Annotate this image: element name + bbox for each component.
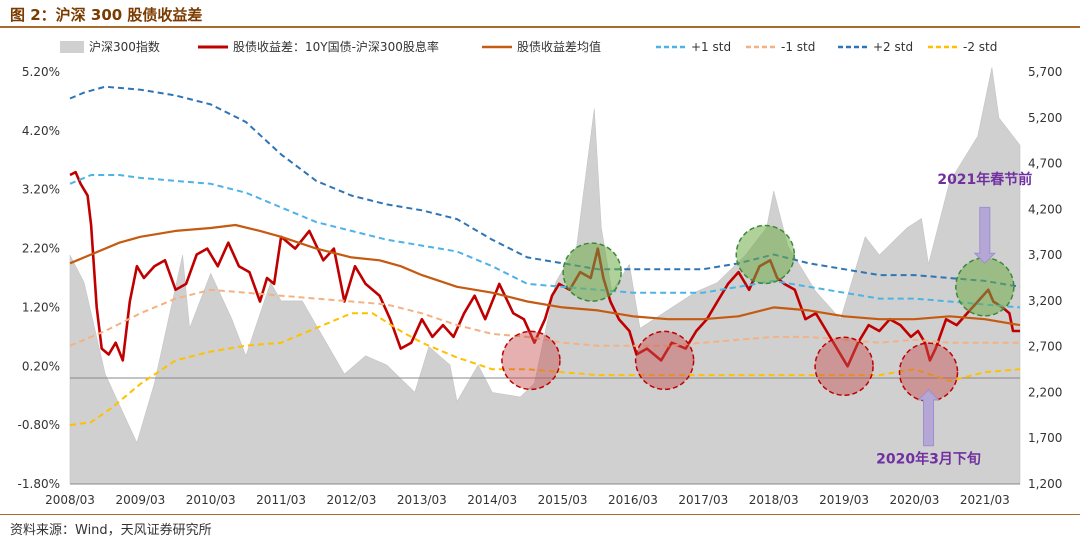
x-tick-label: 2019/03: [819, 493, 869, 507]
series-spread-line: [69, 170, 1020, 368]
red-highlight-circle-6: [898, 342, 959, 402]
x-tick-label: 2011/03: [256, 493, 306, 507]
x-tick-label: 2015/03: [538, 493, 588, 507]
y-left-tick-label: 5.20%: [22, 65, 60, 79]
red-highlight-circle-5: [814, 336, 874, 397]
x-tick-label: 2008/03: [45, 493, 95, 507]
legend-swatch-index: [60, 41, 84, 53]
green-highlight-circle-2: [955, 257, 1015, 317]
x-tick-label: 2009/03: [115, 493, 165, 507]
y-left-tick-label: 2.20%: [22, 242, 60, 256]
y-left-tick-label: -0.80%: [18, 418, 60, 432]
x-tick-label: 2020/03: [890, 493, 940, 507]
x-tick-label: 2013/03: [397, 493, 447, 507]
y-left-tick-label: 0.20%: [22, 359, 60, 373]
x-tick-label: 2018/03: [749, 493, 799, 507]
x-tick-label: 2012/03: [327, 493, 377, 507]
figure-title: 图 2：沪深 300 股债收益差: [10, 6, 203, 24]
legend-label-minus2: -2 std: [963, 40, 997, 54]
series-plus1-line: [69, 174, 1021, 309]
annotation-label-1: 2020年3月下旬: [876, 450, 981, 467]
series-index-area: [69, 67, 1021, 485]
y-right-tick-label: 1,200: [1028, 477, 1062, 491]
y-right-tick-label: 2,200: [1028, 385, 1062, 399]
legend-label-plus1: +1 std: [691, 40, 731, 54]
red-highlight-circle-4: [634, 330, 695, 391]
x-tick-label: 2010/03: [186, 493, 236, 507]
green-highlight-circle-0: [562, 242, 622, 302]
chart: 2021年春节前 2020年3月下旬 5.20% 4.20% 3.20% 2.20% 1.…: [18, 39, 1063, 507]
y-right-tick-label: 4,200: [1028, 202, 1062, 216]
red-highlight-circle-3: [501, 330, 561, 391]
legend-label-minus1: -1 std: [781, 40, 815, 54]
y-right-tick-label: 4,700: [1028, 157, 1062, 171]
series-plus2-line: [69, 85, 1021, 288]
x-tick-label: 2014/03: [467, 493, 517, 507]
series-minus2-line: [69, 312, 1021, 427]
annotation-arrow-1: [917, 389, 940, 447]
legend-label-index: 沪深300指数: [89, 39, 160, 54]
y-right-tick-label: 3,200: [1028, 294, 1062, 308]
y-right-tick-label: 3,700: [1028, 248, 1062, 262]
source-divider: [0, 514, 1080, 515]
x-tick-label: 2016/03: [608, 493, 658, 507]
y-right-tick-label: 5,200: [1028, 111, 1062, 125]
annotation-arrow-0: [973, 206, 997, 264]
x-tick-label: 2021/03: [960, 493, 1010, 507]
x-tick-label: 2017/03: [678, 493, 728, 507]
green-highlight-circle-1: [735, 224, 796, 285]
source-note: 资料来源：Wind，天风证券研究所: [10, 523, 212, 538]
y-right-tick-label: 2,700: [1028, 340, 1062, 354]
title-divider: [0, 26, 1080, 28]
legend-label-spread: 股债收益差：10Y国债-沪深300股息率: [233, 39, 439, 54]
y-left-tick-label: 3.20%: [22, 183, 60, 197]
series-mean-line: [69, 223, 1021, 327]
y-right-tick-label: 5,700: [1028, 65, 1062, 79]
y-left-tick-label: 1.20%: [22, 300, 60, 314]
y-left-tick-label: 4.20%: [22, 124, 60, 138]
series-minus1-line: [69, 288, 1020, 347]
legend-label-mean: 股债收益差均值: [517, 39, 601, 54]
annotation-label-0: 2021年春节前: [937, 171, 1032, 188]
legend-label-plus2: +2 std: [873, 40, 913, 54]
y-left-tick-label: -1.80%: [18, 477, 60, 491]
y-right-tick-label: 1,700: [1028, 431, 1062, 445]
